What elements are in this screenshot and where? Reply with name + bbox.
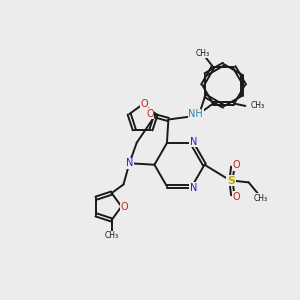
Text: CH₃: CH₃ [196, 49, 210, 58]
Text: O: O [146, 109, 154, 118]
Text: CH₃: CH₃ [105, 231, 119, 240]
Text: NH: NH [188, 109, 203, 119]
Text: O: O [232, 191, 240, 202]
Text: O: O [232, 160, 240, 170]
Text: N: N [126, 158, 133, 168]
Text: CH₃: CH₃ [251, 101, 265, 110]
Text: S: S [227, 176, 235, 186]
Text: CH₃: CH₃ [254, 194, 268, 203]
Text: N: N [190, 136, 197, 147]
Text: O: O [140, 99, 148, 109]
Text: N: N [190, 183, 197, 193]
Text: O: O [121, 202, 128, 212]
